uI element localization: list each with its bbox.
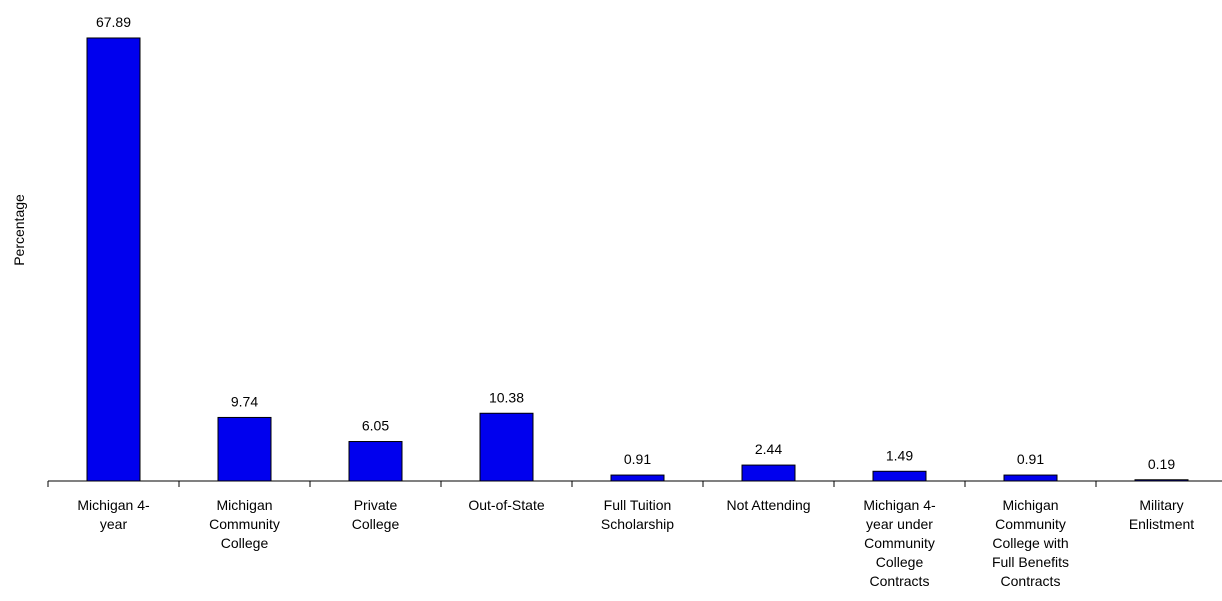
category-label: Out-of-State (468, 497, 544, 513)
category-label: Full Tuition Scholarship (601, 497, 674, 532)
category-label-line: Michigan 4- (77, 497, 150, 513)
category-label-line: Out-of-State (468, 497, 544, 513)
category-label: Military Enlistment (1129, 497, 1194, 532)
category-label-line: Community (209, 516, 280, 532)
category-label-line: College (221, 535, 269, 551)
category-label: Michigan 4- year (77, 497, 150, 532)
bar (86, 37, 141, 482)
bar (217, 416, 272, 482)
category-label-line: Michigan (1002, 497, 1058, 513)
bar (741, 464, 796, 482)
bar-value-label: 1.49 (886, 447, 913, 463)
category-label: Michigan Community College (209, 497, 280, 551)
bar-value-label: 2.44 (755, 441, 782, 457)
category-label: Michigan Community College with Full Benefi… (992, 497, 1069, 589)
bar-value-label: 67.89 (96, 14, 131, 30)
category-label-line: Community (864, 535, 935, 551)
category-label-line: College (876, 554, 924, 570)
category-label-line: Not Attending (726, 497, 810, 513)
category-label-line: Military (1139, 497, 1183, 513)
category-label-line: College (352, 516, 400, 532)
bar-value-label: 0.91 (624, 451, 651, 467)
bar-value-label: 9.74 (231, 393, 258, 409)
category-label: Private College (352, 497, 400, 532)
category-label-line: Enlistment (1129, 516, 1194, 532)
category-label-line: Michigan (216, 497, 272, 513)
category-label-line: College with (992, 535, 1068, 551)
category-label-line: Private (354, 497, 398, 513)
bar-value-label: 0.91 (1017, 451, 1044, 467)
category-label-line: Community (995, 516, 1066, 532)
category-label-line: year (100, 516, 128, 532)
category-label-line: Contracts (870, 573, 930, 589)
category-label-line: Contracts (1001, 573, 1061, 589)
category-label-line: Full Tuition (604, 497, 672, 513)
bar-value-label: 0.19 (1148, 456, 1175, 472)
bar (610, 474, 665, 482)
bars-group (86, 37, 1189, 482)
category-label-line: year under (866, 516, 933, 532)
bar-value-label: 6.05 (362, 418, 389, 434)
value-labels-group: 67.89 9.74 6.05 10.38 0.91 2.44 1.49 0.91 0.19 (96, 14, 1175, 472)
category-label-line: Scholarship (601, 516, 674, 532)
bar (872, 470, 927, 482)
x-axis-ticks-group (47, 481, 1097, 487)
bar (348, 441, 403, 482)
bar (479, 412, 534, 482)
y-axis-label: Percentage (11, 194, 27, 266)
category-label: Michigan 4- year under Community College Con… (863, 497, 936, 589)
category-label: Not Attending (726, 497, 810, 513)
bar (1003, 474, 1058, 482)
category-label-line: Michigan 4- (863, 497, 936, 513)
category-label-line: Full Benefits (992, 554, 1069, 570)
bar-value-label: 10.38 (489, 389, 524, 405)
